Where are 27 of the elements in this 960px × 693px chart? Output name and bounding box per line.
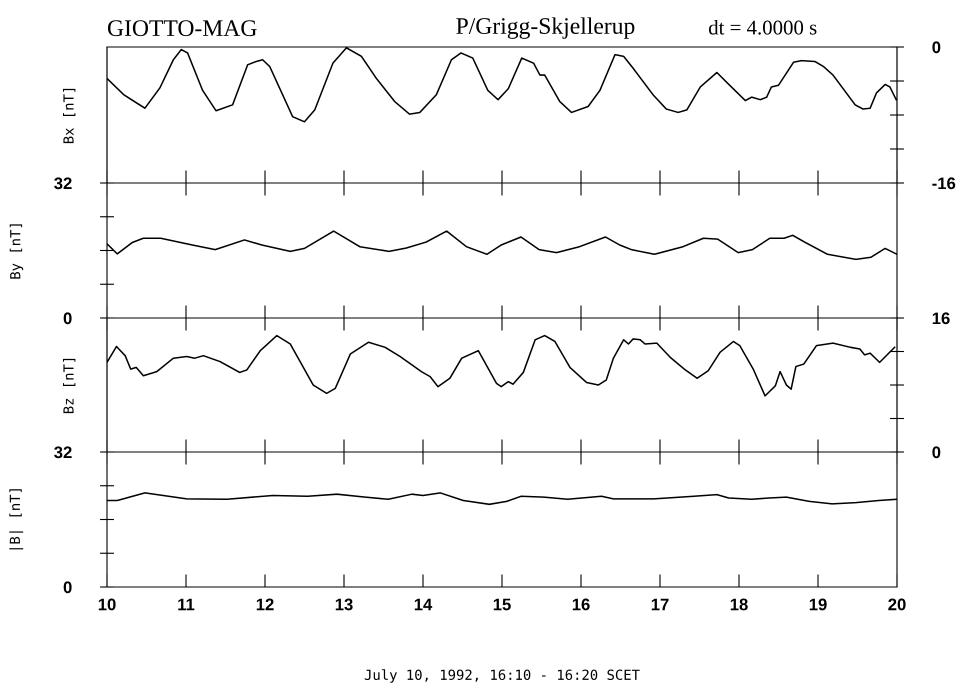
y-tick-label: 32 (54, 446, 72, 458)
x-tick-label: 10 (98, 598, 116, 610)
y-axis-title: |B| [nT] (9, 489, 24, 550)
y-axis-title: Bx [nT] (63, 88, 76, 144)
y2-tick-label: 0 (932, 41, 940, 54)
x-tick-label: 19 (810, 598, 827, 610)
x-tick-label: 18 (730, 598, 748, 610)
x-tick-label: 12 (256, 598, 274, 610)
y-axis-title: Bz [nT] (63, 358, 76, 414)
x-tick-label: 13 (336, 598, 353, 610)
y-tick-label: 32 (54, 177, 72, 190)
x-tick-label: 15 (494, 598, 511, 610)
y-tick-label: 0 (64, 581, 72, 594)
y2-tick-label: 0 (932, 446, 940, 458)
y-tick-label: 0 (64, 312, 72, 324)
x-tick-label: 20 (888, 598, 906, 610)
x-tick-label: 16 (572, 598, 590, 610)
x-tick-label: 14 (414, 598, 432, 610)
text: dt = 4.0000 s (708, 20, 816, 35)
chart-title: GIOTTO-MAG (108, 20, 257, 36)
y-axis-title: By [nT] (10, 224, 24, 279)
y2-tick-label: 16 (932, 312, 950, 324)
chart-subtitle: P/Grigg-Skjellerup (456, 17, 634, 39)
y2-tick-label: -16 (932, 177, 956, 190)
x-tick-label: 11 (178, 598, 194, 610)
x-axis-title: July 10, 1992, 16:10 - 16:20 SCET (364, 669, 640, 683)
x-tick-label: 17 (652, 598, 669, 610)
